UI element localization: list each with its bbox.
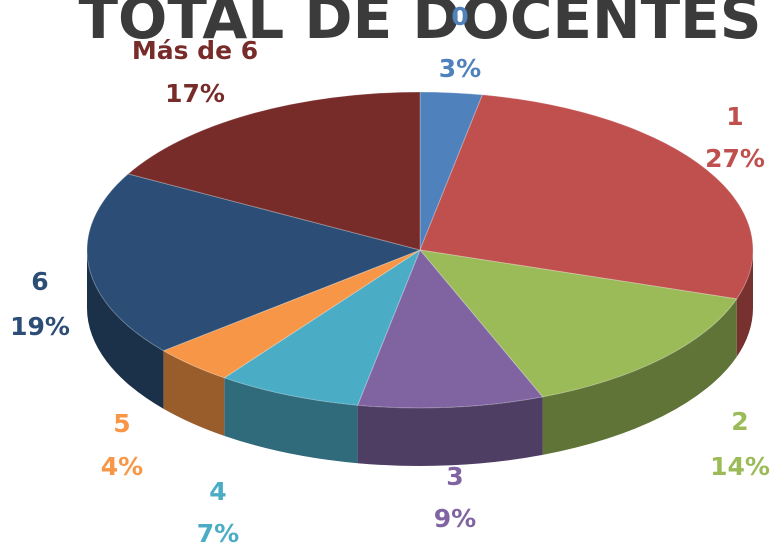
pie-slice xyxy=(223,248,422,406)
pie-slice xyxy=(419,94,754,300)
slice-label: 3 xyxy=(446,462,463,491)
slice-value-label: 9% xyxy=(434,504,476,533)
pie-slice-side xyxy=(163,350,225,436)
slice-value-label: 7% xyxy=(197,519,239,548)
pie-slice-side xyxy=(86,250,164,409)
pie-slice xyxy=(162,249,421,379)
pie-slice xyxy=(418,249,738,398)
pie-slice xyxy=(419,91,484,251)
pie-slice-side xyxy=(736,250,753,357)
pie-slice-side xyxy=(542,298,737,455)
slice-label: 4 xyxy=(209,477,226,506)
pie-slice xyxy=(356,249,544,409)
chart-title: TOTAL DE DOCENTES xyxy=(78,0,761,52)
slice-value-label: 19% xyxy=(10,312,70,341)
slice-label: 2 xyxy=(731,407,748,436)
slice-value-label: 17% xyxy=(165,79,225,108)
pie-slice xyxy=(86,173,422,352)
slice-label: 1 xyxy=(726,102,743,131)
slice-value-label: 3% xyxy=(439,54,481,83)
slice-label: Más de 6 xyxy=(132,36,258,65)
slice-label: 5 xyxy=(113,409,130,438)
pie-slice-side xyxy=(224,377,358,464)
pie-slice xyxy=(127,91,421,251)
slice-value-label: 4% xyxy=(101,452,143,481)
slice-label: 6 xyxy=(31,267,48,296)
slice-value-label: 14% xyxy=(710,452,770,481)
slice-value-label: 27% xyxy=(705,144,765,173)
slice-label: 0 xyxy=(451,2,468,31)
pie-slice-side xyxy=(357,396,543,466)
